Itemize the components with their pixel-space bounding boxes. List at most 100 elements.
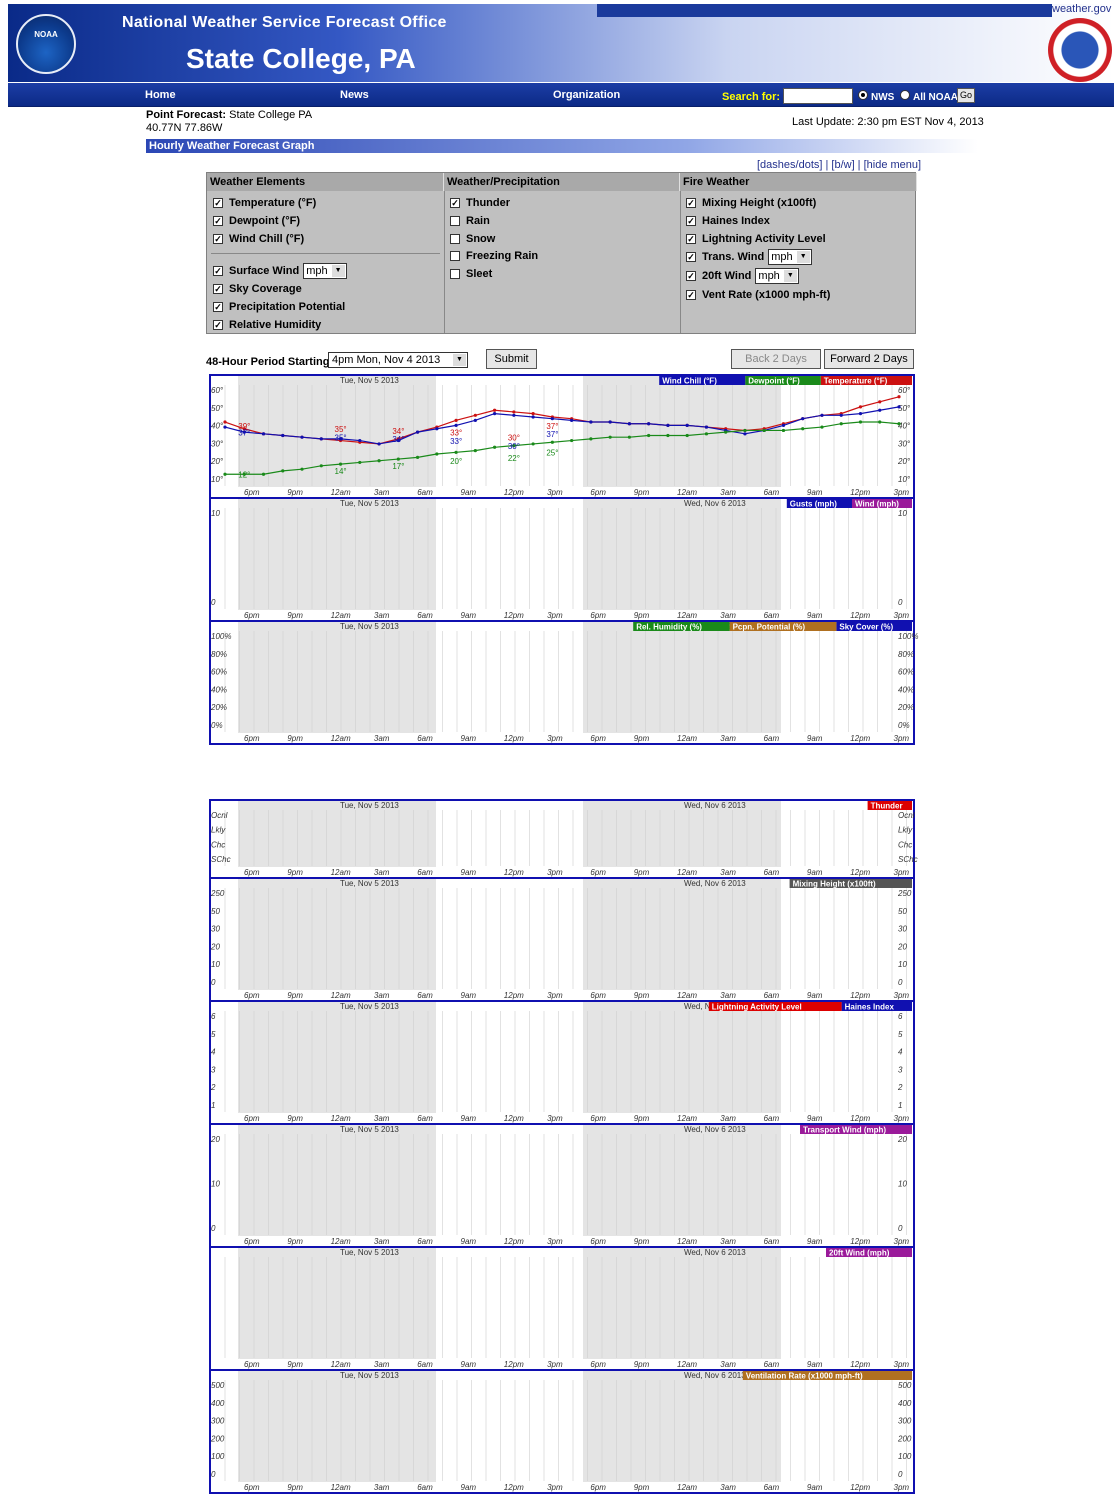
time-tick-label: 6am [764, 1483, 780, 1492]
y-tick-label: 0 [211, 978, 216, 987]
time-tick-label: 6am [764, 611, 780, 620]
y-tick-label: 1 [898, 1101, 902, 1110]
y-tick-label: 0 [898, 598, 903, 607]
opt-freezing-rain[interactable]: Freezing Rain [450, 250, 538, 262]
time-tick-label: 3am [720, 1237, 736, 1246]
nws-logo[interactable] [1048, 18, 1112, 82]
data-point [531, 415, 535, 419]
time-tick-label: 6pm [590, 734, 606, 743]
nav-home[interactable]: Home [145, 89, 176, 101]
checkbox[interactable]: ✓ [686, 290, 696, 300]
data-point [473, 418, 477, 422]
time-tick-label: 3pm [547, 1360, 563, 1369]
data-point [377, 442, 381, 446]
checkbox[interactable]: ✓ [213, 320, 223, 330]
checkbox[interactable]: ✓ [213, 198, 223, 208]
time-tick-label: 12am [677, 488, 697, 497]
checkbox[interactable]: ✓ [213, 284, 223, 294]
radio-all-noaa[interactable] [900, 90, 910, 100]
opt-temperature[interactable]: ✓ Temperature (°F) [213, 197, 316, 209]
y-tick-label: Chc [211, 840, 225, 849]
data-point [454, 418, 458, 422]
data-point [473, 413, 477, 417]
data-label: 33° [450, 437, 462, 446]
checkbox[interactable]: ✓ [213, 234, 223, 244]
weathergov-link[interactable]: weather.gov [1052, 3, 1112, 15]
time-tick-label: 6am [417, 1360, 433, 1369]
opt-haines-index[interactable]: ✓ Haines Index [686, 215, 770, 227]
back-2-days-button[interactable]: Back 2 Days [731, 349, 821, 369]
time-tick-label: 9am [807, 1483, 823, 1492]
menu-links[interactable]: [dashes/dots] | [b/w] | [hide menu] [757, 159, 922, 171]
data-label: 33° [450, 429, 462, 438]
time-tick-label: 12pm [504, 611, 524, 620]
nav-organization[interactable]: Organization [553, 89, 621, 101]
legend-label: Gusts (mph) [790, 500, 837, 509]
opt-rain[interactable]: Rain [450, 215, 490, 227]
checkbox[interactable]: ✓ [686, 252, 696, 262]
20ft-wind-unit-select[interactable]: mph [755, 268, 799, 284]
y-tick-label: 300 [211, 1417, 225, 1426]
opt-trans-wind[interactable]: ✓ Trans. Wind mph [686, 249, 812, 265]
time-tick-label: 9am [461, 734, 477, 743]
time-tick-label: 6am [764, 488, 780, 497]
opt-mixing-height[interactable]: ✓ Mixing Height (x100ft) [686, 197, 816, 209]
data-point [550, 440, 554, 444]
submit-button[interactable]: Submit [486, 349, 537, 369]
opt-wind-chill[interactable]: ✓ Wind Chill (°F) [213, 233, 304, 245]
time-tick-label: 9am [807, 1360, 823, 1369]
opt-lightning-level[interactable]: ✓ Lightning Activity Level [686, 233, 826, 245]
time-tick-label: 12pm [504, 1483, 524, 1492]
time-tick-label: 9pm [634, 1483, 650, 1492]
night-shade [583, 879, 781, 990]
time-tick-label: 6pm [244, 868, 260, 877]
opt-thunder[interactable]: ✓ Thunder [450, 197, 510, 209]
opt-label: Sky Coverage [229, 283, 302, 295]
opt-20ft-wind[interactable]: ✓ 20ft Wind mph [686, 268, 799, 284]
checkbox[interactable] [450, 234, 460, 244]
data-label: 20° [450, 457, 462, 466]
y-tick-label: 20 [897, 1135, 907, 1144]
time-tick-label: 6pm [590, 1237, 606, 1246]
opt-precip-potential[interactable]: ✓ Precipitation Potential [213, 301, 345, 313]
opt-vent-rate[interactable]: ✓ Vent Rate (x1000 mph-ft) [686, 289, 830, 301]
time-tick-label: 6pm [590, 611, 606, 620]
checkbox[interactable]: ✓ [213, 266, 223, 276]
search-input[interactable] [783, 88, 853, 104]
nav-news[interactable]: News [340, 89, 369, 101]
checkbox[interactable] [450, 251, 460, 261]
checkbox[interactable]: ✓ [213, 216, 223, 226]
data-label: 30° [508, 442, 520, 451]
data-label: 34° [392, 427, 404, 436]
checkbox[interactable]: ✓ [686, 271, 696, 281]
noaa-logo[interactable]: NOAA [16, 14, 76, 74]
checkbox[interactable]: ✓ [686, 234, 696, 244]
data-label: 30° [508, 434, 520, 443]
opt-snow[interactable]: Snow [450, 233, 495, 245]
opt-sleet[interactable]: Sleet [450, 268, 492, 280]
opt-surface-wind[interactable]: ✓ Surface Wind mph [213, 263, 347, 279]
checkbox[interactable] [450, 269, 460, 279]
legend-label: Mixing Height (x100ft) [793, 880, 876, 889]
night-shade [238, 1248, 436, 1359]
checkbox[interactable]: ✓ [686, 198, 696, 208]
trans-wind-unit-select[interactable]: mph [768, 249, 812, 265]
surface-wind-unit-select[interactable]: mph [303, 263, 347, 279]
y-tick-label: 100 [898, 1452, 912, 1461]
opt-dewpoint[interactable]: ✓ Dewpoint (°F) [213, 215, 300, 227]
checkbox[interactable]: ✓ [450, 198, 460, 208]
opt-relative-humidity[interactable]: ✓ Relative Humidity [213, 319, 321, 331]
period-select[interactable]: 4pm Mon, Nov 4 2013 [328, 352, 468, 368]
legend-label: Pcpn. Potential (%) [733, 623, 806, 632]
checkbox[interactable]: ✓ [213, 302, 223, 312]
y-tick-label: 6 [898, 1012, 903, 1021]
go-button[interactable]: Go [957, 88, 975, 103]
time-tick-label: 6am [417, 611, 433, 620]
data-point [839, 422, 843, 426]
forward-2-days-button[interactable]: Forward 2 Days [824, 349, 914, 369]
checkbox[interactable] [450, 216, 460, 226]
checkbox[interactable]: ✓ [686, 216, 696, 226]
radio-nws[interactable] [858, 90, 868, 100]
legend-label: Wind Chill (°F) [662, 377, 717, 386]
opt-sky-coverage[interactable]: ✓ Sky Coverage [213, 283, 302, 295]
